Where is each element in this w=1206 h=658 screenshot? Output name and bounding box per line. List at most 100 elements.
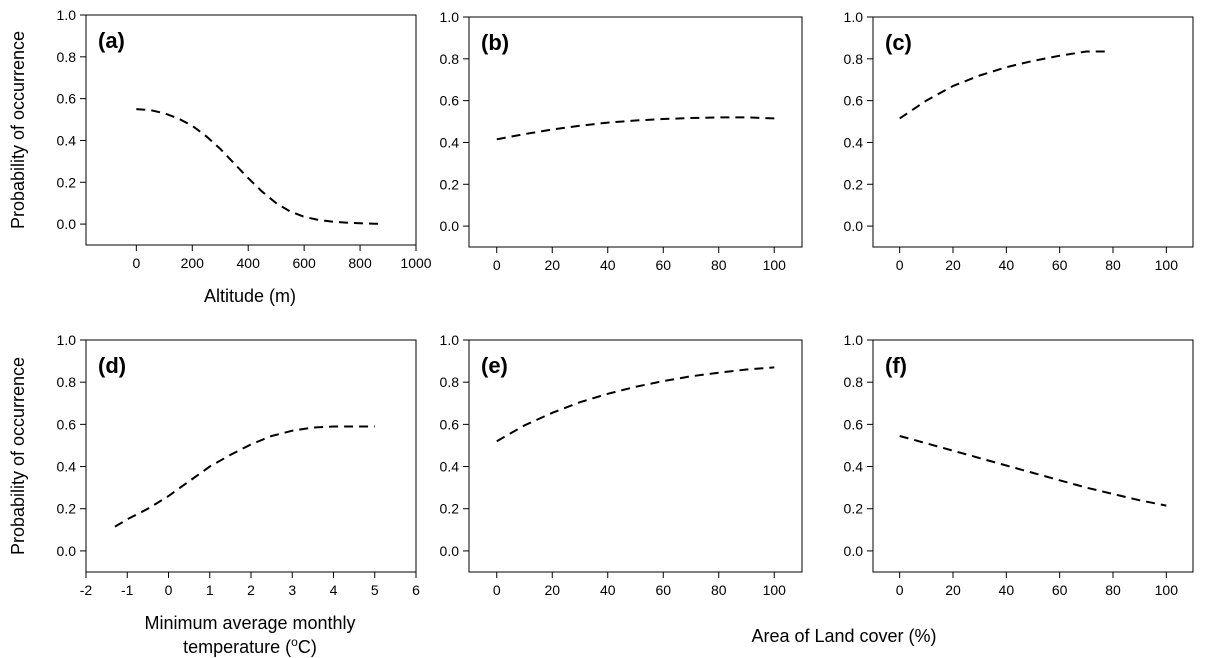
y-tick-label-e: 0.0	[440, 543, 460, 559]
x-tick-label-d: 5	[371, 582, 379, 598]
y-tick-label-f: 0.8	[844, 374, 864, 390]
y-tick-label-b: 0.8	[440, 51, 460, 67]
x-tick-label-c: 20	[945, 257, 961, 273]
x-tick-label-b: 100	[763, 257, 787, 273]
x-tick-label-e: 60	[655, 582, 671, 598]
x-axis-title-d-line2: temperature (oC)	[183, 635, 317, 657]
panel-label-d: (d)	[98, 353, 126, 378]
y-tick-label-a: 0.0	[57, 216, 77, 232]
x-tick-label-c: 100	[1155, 257, 1179, 273]
y-tick-label-a: 0.2	[57, 174, 77, 190]
x-tick-label-a: 400	[237, 255, 261, 271]
panel-c: 0.0 0.2 0.4 0.6 0.8 1.0 0 20 40 60 80 100 (c)	[844, 9, 1194, 273]
panel-b: 0.0 0.2 0.4 0.6 0.8 1.0 0 20 40 60 80 100 (b)	[440, 9, 803, 273]
y-tick-label-f: 0.6	[844, 416, 864, 432]
y-axis-title-top: Probability of occurrence	[8, 31, 28, 229]
x-tick-label-a: 0	[132, 255, 140, 271]
degree-sign: o	[291, 635, 298, 649]
x-tick-label-d: -1	[121, 582, 134, 598]
y-tick-label-c: 0.4	[844, 134, 864, 150]
y-tick-label-b: 1.0	[440, 9, 460, 25]
y-tick-label-b: 0.4	[440, 134, 460, 150]
x-tick-label-c: 80	[1105, 257, 1121, 273]
series-line-c	[899, 50, 1108, 120]
y-tick-label-d: 0.6	[57, 416, 77, 432]
x-tick-label-b: 20	[544, 257, 560, 273]
y-tick-label-b: 0.0	[440, 218, 460, 234]
y-tick-label-f: 0.4	[844, 459, 864, 475]
y-tick-label-f: 0.2	[844, 501, 864, 517]
x-axis-title-d-line1: Minimum average monthly	[144, 613, 355, 633]
panels: 0.00.20.40.60.81.00 200 400 600 800 1000(a)0.…	[57, 7, 1194, 598]
x-tick-label-a: 200	[181, 255, 205, 271]
y-tick-label-b: 0.6	[440, 93, 460, 109]
y-tick-label-e: 0.6	[440, 416, 460, 432]
x-tick-label-a: 1000	[400, 255, 431, 271]
x-tick-label-f: 80	[1105, 582, 1121, 598]
x-tick-label-d: 2	[247, 582, 255, 598]
y-tick-label-a: 0.4	[57, 132, 77, 148]
y-tick-label-a: 1.0	[57, 7, 77, 23]
x-tick-label-a: 800	[348, 255, 372, 271]
y-tick-label-e: 0.8	[440, 374, 460, 390]
x-axis-title-d-text: temperature (	[183, 637, 291, 657]
series-line-b	[496, 116, 775, 141]
y-tick-label-f: 0.0	[844, 543, 864, 559]
x-tick-label-d: -2	[80, 582, 93, 598]
x-tick-label-d: 6	[412, 582, 420, 598]
x-axis-title-shared: Area of Land cover (%)	[751, 626, 936, 646]
x-tick-label-c: 60	[1052, 257, 1068, 273]
y-tick-label-d: 0.4	[57, 459, 77, 475]
y-tick-label-c: 0.6	[844, 93, 864, 109]
x-tick-label-d: 1	[206, 582, 214, 598]
x-tick-label-e: 80	[711, 582, 727, 598]
y-tick-label-e: 1.0	[440, 332, 460, 348]
panel-label-b: (b)	[481, 30, 509, 55]
y-tick-label-d: 0.2	[57, 501, 77, 517]
x-tick-label-f: 60	[1052, 582, 1068, 598]
x-tick-label-d: 4	[330, 582, 338, 598]
y-tick-label-c: 0.0	[844, 218, 864, 234]
plot-frame-e	[468, 339, 803, 573]
y-tick-label-b: 0.2	[440, 176, 460, 192]
y-tick-label-c: 0.2	[844, 176, 864, 192]
y-tick-label-d: 0.0	[57, 543, 77, 559]
panel-a: 0.0 0.2 0.4 0.6 0.8 1.0 0 200 400 600 800 1000 (a)	[57, 7, 432, 271]
x-tick-label-d: 0	[165, 582, 173, 598]
y-tick-label-d: 1.0	[57, 332, 77, 348]
plot-frame-b	[468, 16, 803, 248]
x-tick-label-f: 0	[896, 582, 904, 598]
x-tick-label-c: 0	[896, 257, 904, 273]
x-tick-label-c: 40	[999, 257, 1015, 273]
plot-frame-f	[872, 339, 1194, 573]
panel-label-e: (e)	[481, 353, 508, 378]
series-line-f	[899, 435, 1167, 507]
y-tick-label-e: 0.4	[440, 459, 460, 475]
panel-f: 0.0 0.2 0.4 0.6 0.8 1.0 0 20 40 60 80 100 (f)	[844, 332, 1194, 598]
panel-label-c: (c)	[885, 30, 912, 55]
x-tick-label-f: 20	[945, 582, 961, 598]
y-tick-label-a: 0.6	[57, 91, 77, 107]
x-tick-label-b: 60	[655, 257, 671, 273]
y-tick-label-c: 1.0	[844, 9, 864, 25]
panel-d: 0.0 0.2 0.4 0.6 0.8 1.0 -2 -1 0 1 2 3 4 5 6 (d)	[57, 332, 421, 598]
series-line-a	[136, 108, 383, 225]
y-axis-title-bottom: Probability of occurrence	[8, 357, 28, 555]
x-tick-label-e: 40	[600, 582, 616, 598]
x-tick-label-b: 40	[600, 257, 616, 273]
x-tick-label-b: 80	[711, 257, 727, 273]
y-tick-label-e: 0.2	[440, 501, 460, 517]
plot-frame-c	[872, 16, 1194, 248]
panel-label-f: (f)	[885, 353, 907, 378]
panel-label-a: (a)	[98, 28, 125, 53]
series-line-e	[496, 366, 775, 443]
x-axis-title-d-unit: C)	[298, 637, 317, 657]
x-axis-title-a: Altitude (m)	[204, 286, 296, 306]
x-tick-label-f: 40	[999, 582, 1015, 598]
x-tick-label-b: 0	[493, 257, 501, 273]
y-tick-label-f: 1.0	[844, 332, 864, 348]
plot-frame-a	[85, 14, 417, 246]
x-tick-label-a: 600	[292, 255, 316, 271]
x-tick-label-e: 20	[544, 582, 560, 598]
